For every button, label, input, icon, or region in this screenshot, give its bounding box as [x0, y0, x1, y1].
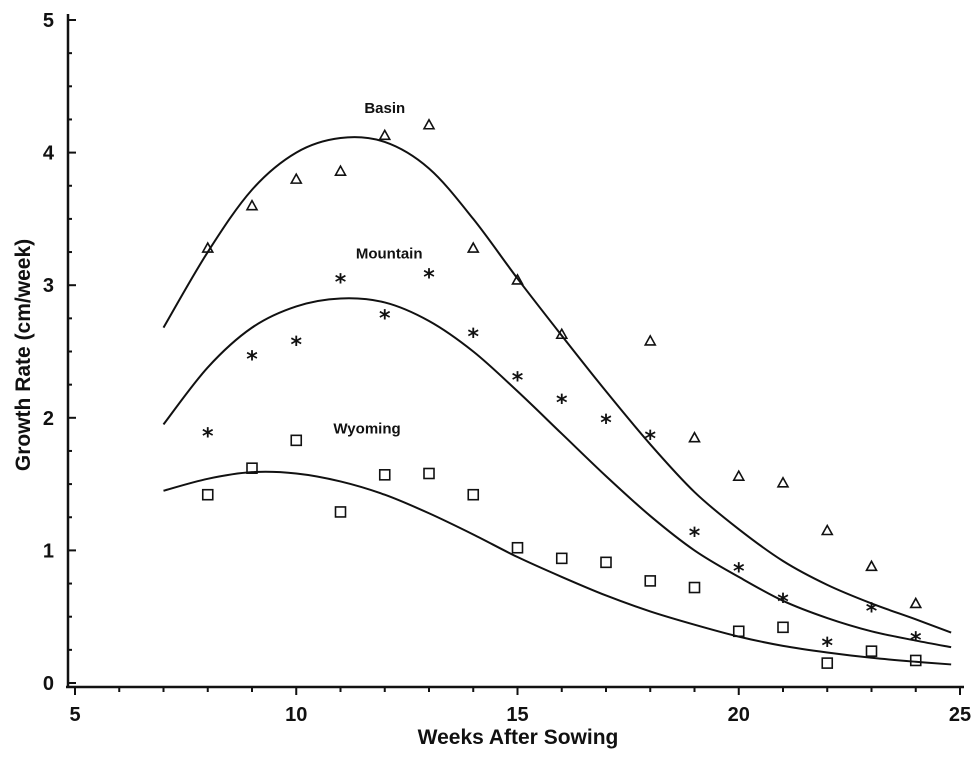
- wyoming-point: [688, 581, 701, 594]
- basin-point: [555, 327, 569, 340]
- y-tick-label: 2: [43, 408, 54, 430]
- mountain-point: *: [202, 424, 214, 449]
- basin-point: [511, 273, 524, 285]
- series-label-basin: Basin: [364, 100, 405, 117]
- basin-point: [688, 431, 701, 443]
- wyoming-point: [467, 488, 480, 501]
- wyoming-point: [511, 541, 524, 554]
- basin-point: [201, 241, 215, 253]
- y-axis-title: Growth Rate (cm/week): [12, 239, 35, 471]
- data-markers: * * * * * * * * * * * * * * * * *: [201, 118, 923, 669]
- mountain-point: *: [821, 634, 833, 659]
- y-tick-label: 1: [43, 540, 54, 562]
- x-tick-label: 20: [728, 704, 750, 726]
- basin-point: [466, 241, 480, 253]
- wyoming-point: [423, 467, 435, 480]
- basin-point: [245, 198, 259, 211]
- mountain-point: *: [644, 427, 656, 452]
- mountain-point: *: [777, 590, 789, 615]
- mountain-fit-curve: [162, 297, 952, 649]
- basin-point: [334, 164, 347, 176]
- y-tick-label: 3: [43, 275, 54, 297]
- series-label-wyoming: Wyoming: [333, 421, 400, 438]
- y-tick-label: 5: [43, 10, 54, 32]
- x-tick-label: 10: [285, 704, 307, 726]
- mountain-point: *: [467, 325, 479, 350]
- wyoming-point: [246, 462, 258, 474]
- mountain-point: *: [556, 391, 568, 416]
- mountain-point: *: [600, 411, 612, 436]
- y-tick-label: 0: [43, 673, 54, 695]
- series-labels: Basin Mountain Wyoming: [333, 100, 422, 438]
- mountain-point: *: [512, 369, 524, 394]
- x-tick-label: 25: [949, 704, 971, 726]
- wyoming-point: [378, 469, 391, 481]
- series-label-mountain: Mountain: [356, 246, 423, 263]
- ticks: [68, 19, 961, 695]
- tick-labels: 0 1 2 3 4 5 5 10 15 20 25: [43, 10, 971, 726]
- x-tick-label: 5: [69, 704, 80, 726]
- x-tick-label: 15: [506, 704, 528, 726]
- mountain-point: *: [866, 599, 878, 624]
- basin-point: [776, 476, 790, 488]
- basin-point: [865, 559, 878, 572]
- wyoming-point: [777, 621, 789, 634]
- mountain-point: *: [733, 560, 745, 585]
- wyoming-point: [201, 488, 214, 501]
- wyoming-point: [644, 575, 657, 587]
- wyoming-point: [555, 552, 568, 565]
- mountain-point: *: [379, 306, 391, 331]
- wyoming-point: [909, 654, 922, 667]
- wyoming-point: [732, 625, 745, 638]
- basin-point: [643, 334, 657, 346]
- wyoming-point: [600, 556, 612, 569]
- y-tick-label: 4: [43, 143, 55, 165]
- mountain-point: *: [335, 271, 347, 296]
- wyoming-point: [821, 657, 834, 669]
- basin-point: [422, 118, 436, 130]
- mountain-point: *: [290, 333, 302, 358]
- wyoming-point: [334, 506, 347, 518]
- basin-point: [378, 128, 392, 141]
- x-axis-title: Weeks After Sowing: [418, 726, 619, 749]
- mountain-point: *: [910, 629, 922, 654]
- wyoming-fit-curve: [163, 470, 952, 666]
- basin-point: [820, 523, 834, 536]
- mountain-point: *: [246, 347, 258, 372]
- basin-point: [289, 172, 303, 184]
- wyoming-point: [865, 645, 878, 657]
- mountain-point: *: [689, 524, 701, 549]
- basin-point: [909, 596, 923, 609]
- wyoming-point: [290, 434, 303, 447]
- mountain-point: *: [423, 265, 435, 290]
- basin-point: [732, 469, 746, 481]
